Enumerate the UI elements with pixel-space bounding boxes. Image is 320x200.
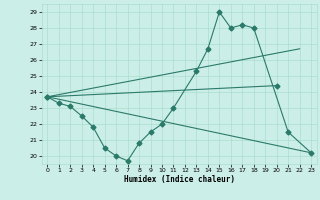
X-axis label: Humidex (Indice chaleur): Humidex (Indice chaleur) [124, 175, 235, 184]
